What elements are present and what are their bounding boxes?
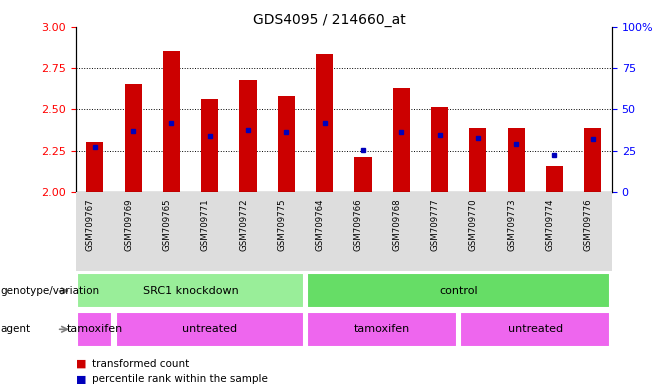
Bar xyxy=(546,166,563,192)
Bar xyxy=(355,157,372,192)
Text: GSM709767: GSM709767 xyxy=(86,198,95,251)
Text: tamoxifen: tamoxifen xyxy=(66,324,123,334)
Text: ■: ■ xyxy=(76,374,86,384)
Bar xyxy=(460,312,611,347)
Bar xyxy=(584,127,601,192)
Text: percentile rank within the sample: percentile rank within the sample xyxy=(92,374,268,384)
Text: SRC1 knockdown: SRC1 knockdown xyxy=(143,286,238,296)
Bar xyxy=(431,107,448,192)
Text: GSM709773: GSM709773 xyxy=(507,198,516,251)
Bar xyxy=(307,273,611,308)
Text: untreated: untreated xyxy=(182,324,238,334)
Bar xyxy=(163,51,180,192)
Bar xyxy=(240,80,257,192)
Bar xyxy=(116,312,304,347)
Text: GSM709772: GSM709772 xyxy=(239,198,248,251)
Bar xyxy=(201,99,218,192)
Bar xyxy=(86,142,103,192)
Bar xyxy=(469,127,486,192)
Text: GSM709774: GSM709774 xyxy=(545,198,555,251)
Text: GSM709775: GSM709775 xyxy=(278,198,286,251)
Text: ■: ■ xyxy=(76,359,86,369)
Text: control: control xyxy=(440,286,478,296)
Bar xyxy=(307,312,457,347)
Bar xyxy=(278,96,295,192)
Text: GSM709769: GSM709769 xyxy=(124,198,133,251)
Bar xyxy=(77,312,113,347)
Bar xyxy=(393,88,410,192)
Bar xyxy=(507,128,525,192)
Text: GSM709777: GSM709777 xyxy=(430,198,440,251)
Text: untreated: untreated xyxy=(508,324,563,334)
Text: GSM709764: GSM709764 xyxy=(316,198,324,251)
Text: GSM709765: GSM709765 xyxy=(163,198,172,251)
Text: GSM709770: GSM709770 xyxy=(469,198,478,251)
Text: GDS4095 / 214660_at: GDS4095 / 214660_at xyxy=(253,13,405,27)
Text: tamoxifen: tamoxifen xyxy=(354,324,410,334)
Bar xyxy=(124,84,141,192)
Text: GSM709771: GSM709771 xyxy=(201,198,210,251)
Text: GSM709776: GSM709776 xyxy=(584,198,593,251)
Text: GSM709768: GSM709768 xyxy=(392,198,401,251)
Text: transformed count: transformed count xyxy=(92,359,190,369)
Text: genotype/variation: genotype/variation xyxy=(0,286,99,296)
Text: agent: agent xyxy=(0,324,30,334)
Text: GSM709766: GSM709766 xyxy=(354,198,363,251)
Bar xyxy=(77,273,304,308)
Bar xyxy=(316,54,333,192)
